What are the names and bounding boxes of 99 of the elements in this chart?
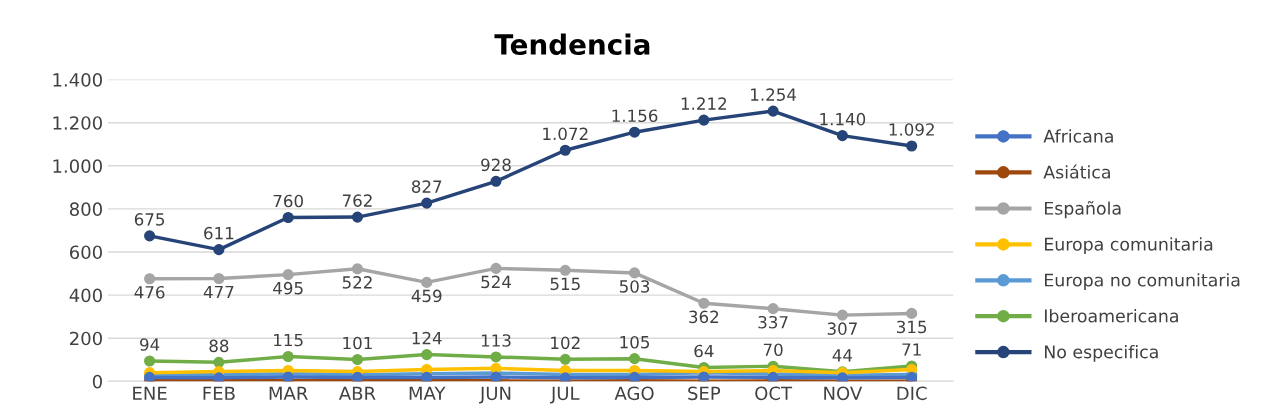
data-label: 476 [134,285,165,299]
point [282,350,294,363]
point [490,351,502,363]
y-tick-label: 600 [69,245,102,260]
data-label: 102 [551,336,580,350]
y-tick-label: 1.200 [53,116,102,130]
data-label: 64 [694,344,714,358]
point [767,303,779,315]
data-label: 675 [134,213,165,226]
point [282,211,294,224]
data-label: 760 [273,194,303,208]
point [836,309,848,321]
legend-label: Asiática [1043,164,1110,179]
point [698,297,710,309]
point [490,175,502,187]
point [629,353,641,365]
point [490,262,502,274]
point [421,197,433,209]
point [351,211,363,223]
point [213,272,225,285]
x-tick-label: OCT [755,386,793,401]
y-tick-label: 800 [69,202,102,217]
data-label: 71 [902,343,921,356]
point [559,264,571,276]
legend-label: Española [1045,201,1121,219]
point [421,349,433,361]
point [629,267,641,279]
data-label: 522 [342,276,372,289]
x-tick-label: JUL [550,386,580,404]
point [629,126,641,138]
point [836,130,848,142]
data-label: 124 [412,331,442,345]
point [559,353,571,365]
point [144,355,156,367]
data-label: 1.092 [889,123,934,136]
point [906,307,918,319]
data-label: 477 [203,285,234,299]
x-tick-label: JUN [479,386,511,404]
data-label: 524 [481,275,511,289]
x-tick-label: AGO [614,386,654,401]
data-label: 105 [620,335,650,349]
point [767,105,779,117]
x-tick-label: MAY [409,386,446,400]
data-label: 44 [832,349,853,362]
data-label: 115 [274,333,303,347]
point [559,144,571,156]
point [490,371,502,382]
x-tick-label: NOV [824,386,863,401]
point [906,140,918,152]
data-label: 337 [758,315,788,329]
data-label: 94 [140,338,160,351]
data-label: 315 [897,320,927,334]
legend-label: Iberoamericana [1045,309,1178,323]
x-tick-label: ABR [338,386,376,400]
point [213,244,225,256]
data-label: 928 [481,158,511,172]
data-label: 1.072 [543,127,588,141]
data-label: 1.140 [820,112,866,126]
x-tick-label: ENE [133,386,167,400]
point [351,353,363,366]
point [351,263,363,275]
data-label: 70 [763,343,783,357]
data-label: 1.212 [681,97,727,110]
data-label: 113 [481,334,511,347]
x-tick-label: DIC [897,386,927,401]
data-label: 362 [689,310,719,324]
legend-label: Europa no comunitaria [1045,273,1240,290]
x-tick-label: SEP [688,386,721,401]
data-label: 515 [550,277,580,291]
y-tick-label: 400 [69,288,102,303]
data-label: 1.254 [751,88,797,101]
data-label: 495 [273,281,303,295]
data-label: 88 [209,339,229,353]
point [421,276,433,288]
y-tick-label: 1.400 [53,73,102,87]
data-label: 762 [342,194,372,207]
data-label: 611 [204,226,234,240]
point [213,356,225,368]
data-label: 459 [411,289,442,303]
point [698,114,710,126]
y-tick-label: 1.000 [53,159,102,173]
legend-label: Africana [1043,129,1113,143]
legend-label: Europa comunitaria [1045,237,1213,255]
data-label: 503 [619,280,650,293]
x-tick-label: MAR [269,386,308,400]
data-label: 101 [343,336,372,350]
chart-title: Tendencia [494,33,650,55]
y-tick-label: 200 [70,331,102,346]
point [698,371,710,382]
legend-label: No especifica [1045,344,1158,362]
point [490,362,502,374]
x-tick-label: FEB [203,386,235,400]
data-label: 1.156 [612,109,658,123]
data-label: 307 [827,322,857,335]
point [282,269,294,281]
data-label: 827 [411,180,442,193]
point [144,230,156,242]
point [144,273,156,285]
y-tick-label: 0 [92,374,102,389]
